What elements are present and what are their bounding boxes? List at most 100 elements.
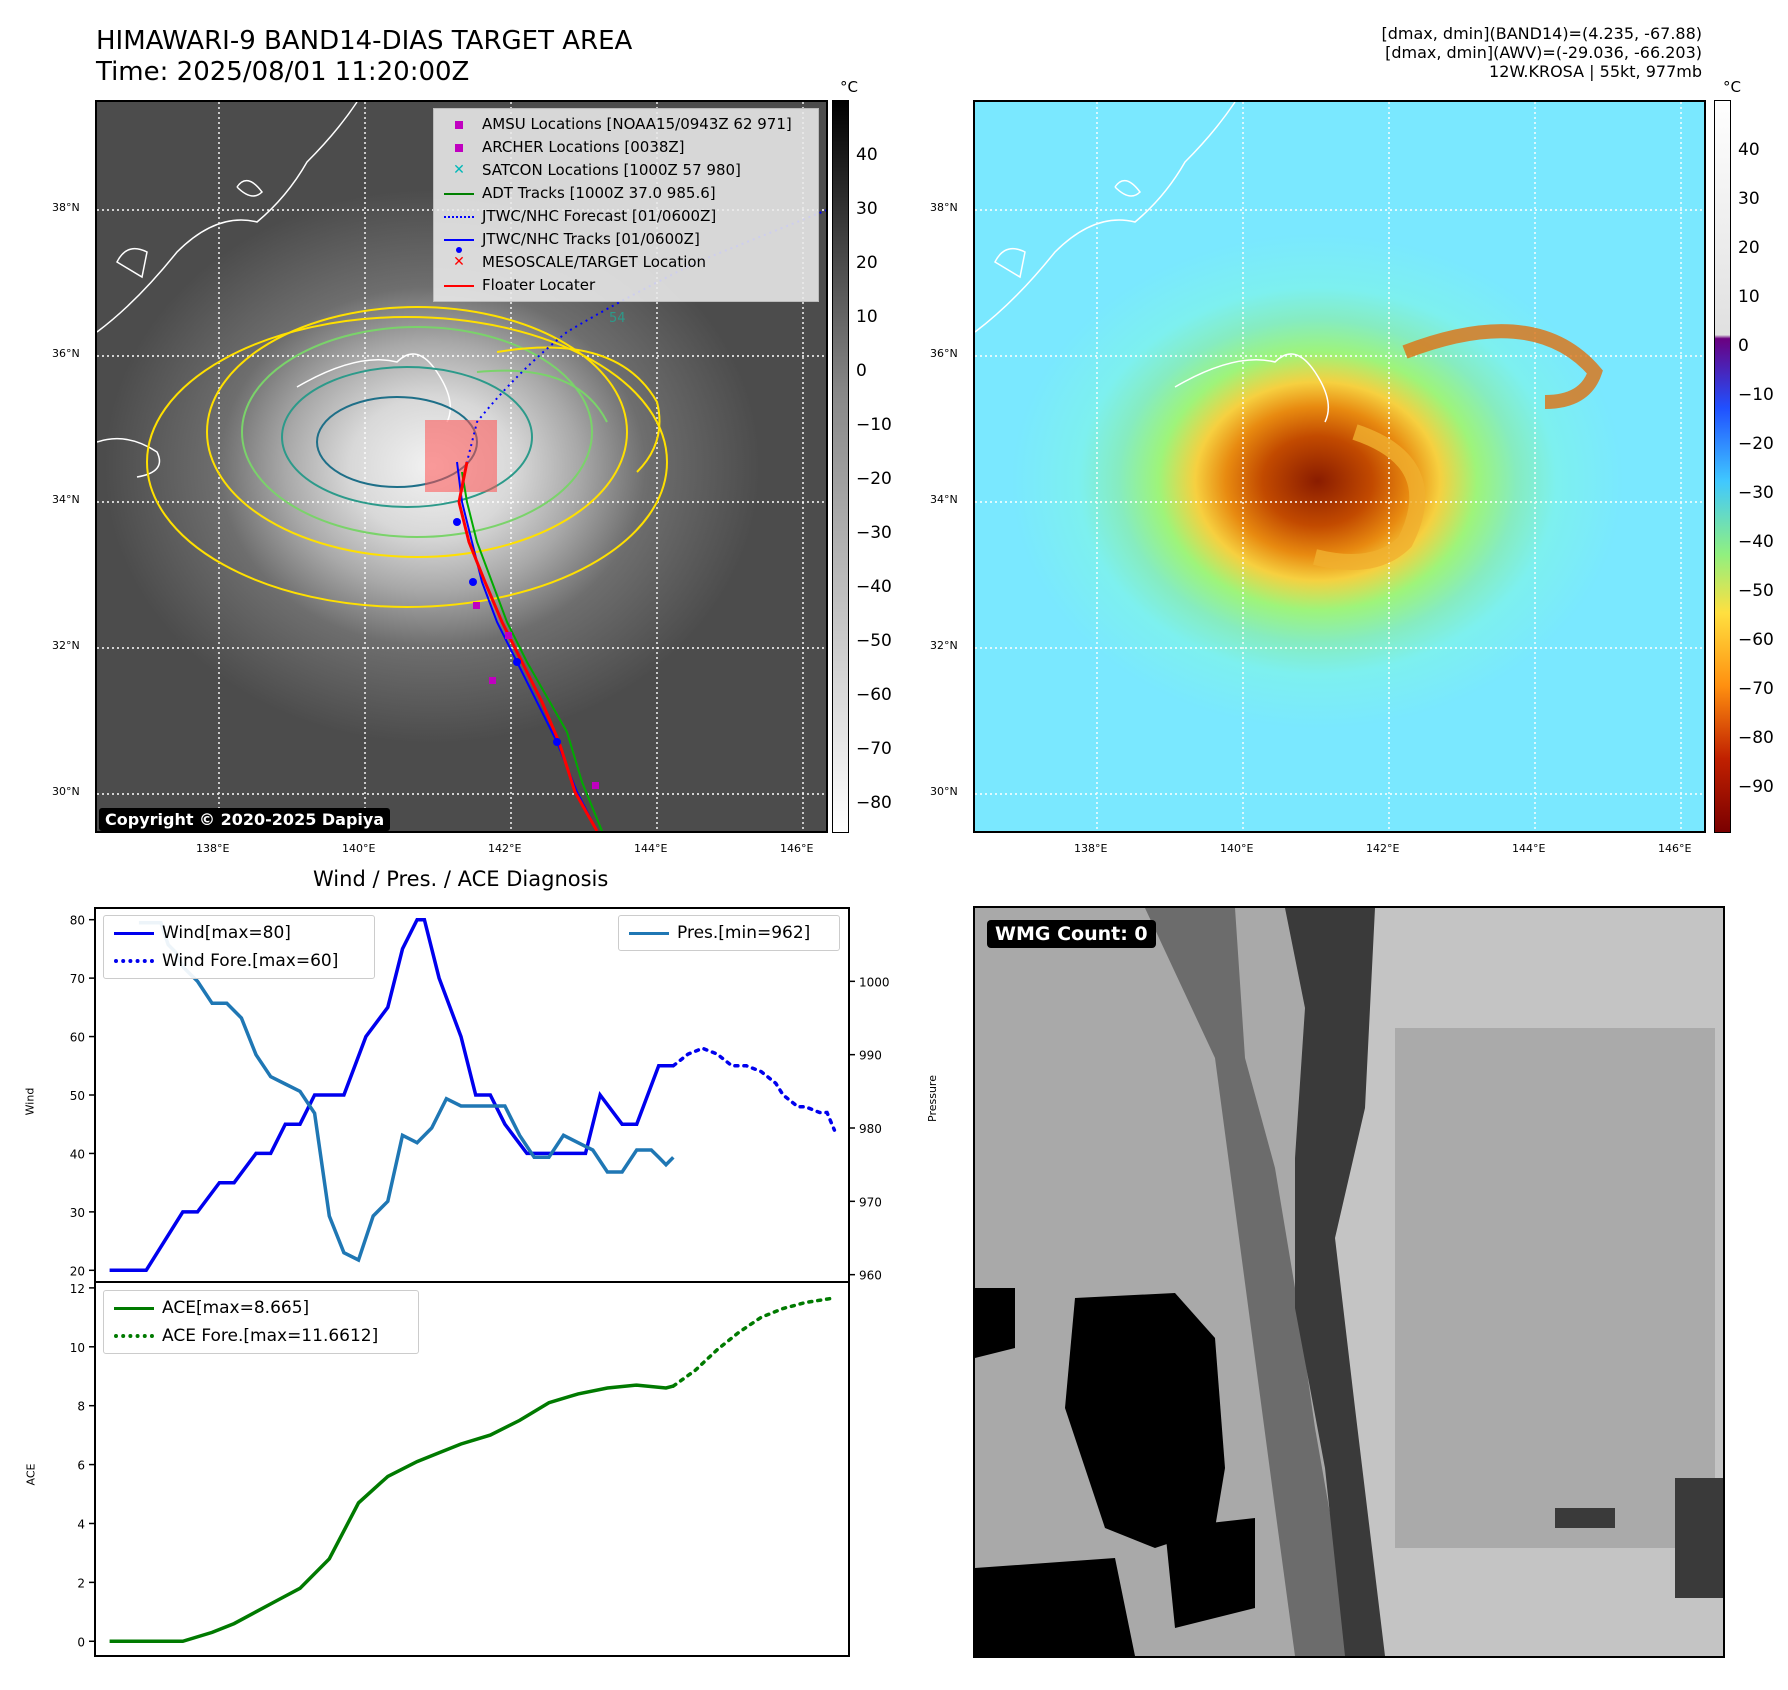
- pressure-y-tick-label: 960: [859, 1269, 882, 1283]
- colorbar2-tick: −80: [1738, 728, 1774, 748]
- ace-y-tick-label: 8: [77, 1400, 85, 1414]
- ace-plot-frame: [94, 1281, 850, 1657]
- pressure-y-tick-label: 970: [859, 1195, 882, 1209]
- colorbar1-tick: −70: [856, 739, 892, 759]
- wmg-panel: WMG Count: 0: [973, 906, 1725, 1658]
- wind-legend: Wind[max=80] Wind Fore.[max=60]: [103, 915, 375, 979]
- pressure-legend: Pres.[min=962]: [618, 915, 840, 951]
- lat-tick: 30°N: [52, 785, 80, 798]
- awv-map-coastline: [975, 102, 1330, 423]
- colorbar2-tick: 30: [1738, 189, 1760, 209]
- colorbar1-tick: −30: [856, 523, 892, 543]
- wind-y-tick-label: 70: [70, 972, 85, 986]
- colorbar2-tick: −40: [1738, 532, 1774, 552]
- legend-floater-label: Floater Locater: [482, 276, 596, 294]
- colorbar2-unit: °C: [1723, 78, 1741, 96]
- line-dot-icon: [442, 238, 476, 253]
- legend-jtwc-label: JTWC/NHC Tracks [01/0600Z]: [482, 230, 700, 248]
- awv-map-overlay: [975, 102, 1704, 831]
- colorbar2: [1714, 100, 1731, 833]
- pressure-y-tick-label: 990: [859, 1049, 882, 1063]
- legend-target: ✕ MESOSCALE/TARGET Location: [442, 251, 810, 274]
- jtwc-track: [456, 461, 598, 831]
- ace-legend-solid: ACE[max=8.665]: [112, 1294, 410, 1322]
- colorbar1-tick: −20: [856, 469, 892, 489]
- awv-spiral-band: [1402, 324, 1603, 409]
- lon-tick: 142°E: [488, 842, 522, 855]
- lat-tick: 32°N: [52, 639, 80, 652]
- awv-spiral-band: [1313, 424, 1426, 570]
- square-marker-icon: [442, 143, 476, 152]
- wind-y-tick-label: 60: [70, 1031, 85, 1045]
- storm-info-line2: [dmax, dmin](AWV)=(-29.036, -66.203): [1385, 43, 1702, 62]
- colorbar1-tick: −60: [856, 685, 892, 705]
- legend-satcon: ✕ SATCON Locations [1000Z 57 980]: [442, 159, 810, 182]
- wind-lines: [109, 917, 837, 1273]
- forecast-series-line: [671, 1046, 837, 1132]
- lat-tick: 36°N: [930, 347, 958, 360]
- pressure-axis-label: Pressure: [925, 1075, 939, 1122]
- ace-lines: [109, 1296, 837, 1644]
- lat-tick: 36°N: [52, 347, 80, 360]
- legend-target-label: MESOSCALE/TARGET Location: [482, 253, 707, 271]
- wind-legend-solid: Wind[max=80]: [112, 919, 366, 947]
- colorbar2-tick: −90: [1738, 777, 1774, 797]
- ace-legend-label: ACE[max=8.665]: [162, 1298, 310, 1318]
- series-line: [109, 1383, 674, 1644]
- floater-track: [457, 461, 599, 831]
- colorbar2-tick: 0: [1738, 336, 1749, 356]
- lat-tick: 34°N: [930, 493, 958, 506]
- legend-forecast-label: JTWC/NHC Forecast [01/0600Z]: [482, 207, 717, 225]
- ace-y-tick-label: 4: [77, 1517, 85, 1531]
- colorbar2-tick: 20: [1738, 238, 1760, 258]
- colorbar1-tick: 10: [856, 307, 878, 327]
- lon-tick: 146°E: [780, 842, 814, 855]
- colorbar1-tick: 20: [856, 253, 878, 273]
- colorbar2-tick: −50: [1738, 581, 1774, 601]
- storm-info-line1: [dmax, dmin](BAND14)=(4.235, -67.88): [1381, 24, 1703, 43]
- ace-y-tick-label: 6: [77, 1459, 85, 1473]
- ace-y-tick-label: 10: [70, 1341, 85, 1355]
- line-marker-icon: [442, 284, 476, 287]
- ir-map-contour-label: 54: [609, 311, 626, 326]
- colorbar2-tick: 40: [1738, 140, 1760, 160]
- pressure-legend-row: Pres.[min=962]: [627, 919, 831, 947]
- lat-tick: 30°N: [930, 785, 958, 798]
- lat-tick: 38°N: [52, 201, 80, 214]
- lon-tick: 140°E: [342, 842, 376, 855]
- colorbar1-tick: 40: [856, 145, 878, 165]
- figure-title-line1: HIMAWARI-9 BAND14-DIAS TARGET AREA: [96, 26, 633, 56]
- ace-fore-legend-label: ACE Fore.[max=11.6612]: [162, 1326, 379, 1346]
- colorbar2-tick: −10: [1738, 385, 1774, 405]
- lon-tick: 144°E: [634, 842, 668, 855]
- wmg-count-badge: WMG Count: 0: [987, 920, 1156, 948]
- colorbar2-tick: −60: [1738, 630, 1774, 650]
- wind-y-tick-label: 20: [70, 1264, 85, 1278]
- diagnosis-title: Wind / Pres. / ACE Diagnosis: [313, 867, 609, 891]
- ace-legend: ACE[max=8.665] ACE Fore.[max=11.6612]: [103, 1290, 419, 1354]
- wind-fore-legend-label: Wind Fore.[max=60]: [162, 951, 339, 971]
- colorbar1-tick: −80: [856, 793, 892, 813]
- figure-title: HIMAWARI-9 BAND14-DIAS TARGET AREA Time:…: [96, 26, 632, 88]
- awv-map-panel: [973, 100, 1706, 833]
- jtwc-track-points: [453, 518, 561, 746]
- wmg-image: [975, 908, 1723, 1656]
- legend-adt: ADT Tracks [1000Z 37.0 985.6]: [442, 182, 810, 205]
- dotted-line-icon: [442, 215, 476, 218]
- ace-y-ticks: 0 2 4 6 8 10 12: [70, 1282, 95, 1649]
- legend-satcon-label: SATCON Locations [1000Z 57 980]: [482, 161, 741, 179]
- pressure-y-ticks: 960 970 980 990 1000: [849, 975, 890, 1283]
- colorbar1: [832, 100, 849, 833]
- lat-tick: 34°N: [52, 493, 80, 506]
- legend-jtwc: JTWC/NHC Tracks [01/0600Z]: [442, 228, 810, 253]
- mesoscale-target-box: [425, 420, 497, 492]
- amsu-points: [473, 602, 599, 789]
- legend-archer-label: ARCHER Locations [0038Z]: [482, 138, 685, 156]
- pressure-y-tick-label: 1000: [859, 975, 890, 989]
- lon-tick: 144°E: [1512, 842, 1546, 855]
- legend-amsu: AMSU Locations [NOAA15/0943Z 62 971]: [442, 113, 810, 136]
- colorbar1-unit: °C: [840, 78, 858, 96]
- lon-tick: 138°E: [196, 842, 230, 855]
- ir-map-contours: [146, 306, 668, 608]
- legend-amsu-label: AMSU Locations [NOAA15/0943Z 62 971]: [482, 115, 792, 133]
